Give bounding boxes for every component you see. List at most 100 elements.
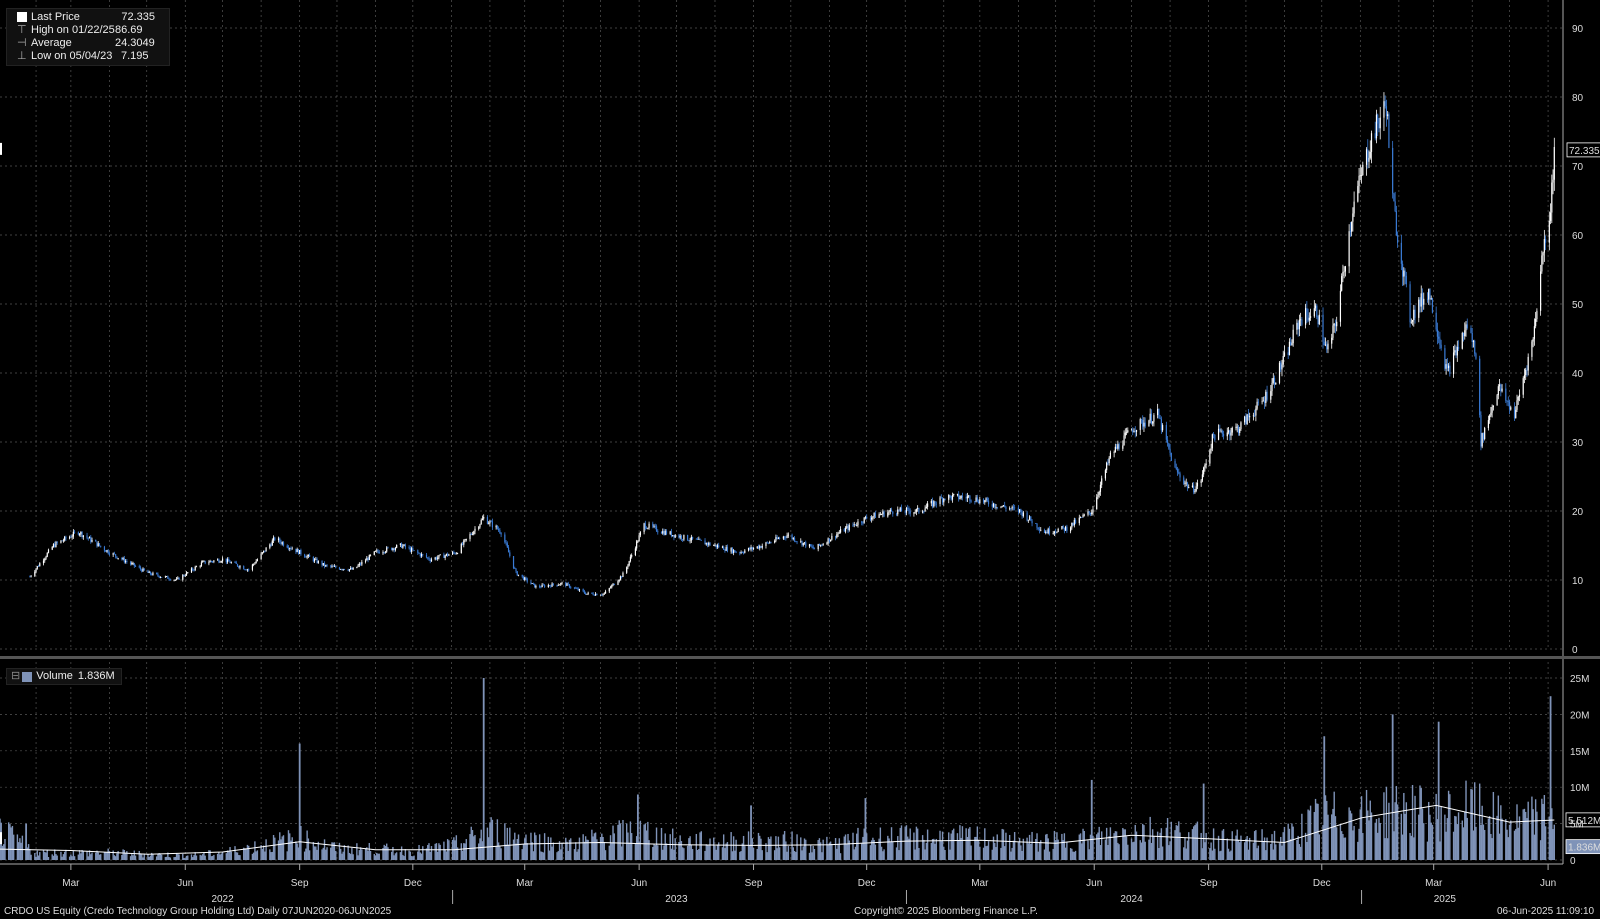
volume-bar bbox=[149, 855, 152, 860]
price-candle bbox=[751, 547, 753, 550]
volume-bar bbox=[1078, 834, 1081, 860]
volume-bar bbox=[522, 844, 525, 860]
price-candle bbox=[361, 561, 363, 565]
price-candle bbox=[1393, 193, 1395, 202]
volume-bar bbox=[907, 836, 909, 860]
price-candle bbox=[721, 546, 724, 548]
price-candle bbox=[723, 546, 725, 550]
volume-bar bbox=[62, 854, 65, 860]
volume-bar bbox=[629, 821, 632, 860]
volume-bar bbox=[1031, 831, 1033, 860]
volume-bar bbox=[630, 833, 633, 860]
volume-bar bbox=[986, 845, 988, 860]
price-candle bbox=[312, 556, 314, 562]
price-candle bbox=[1428, 289, 1430, 300]
legend-last-price[interactable]: Last Price 72.335 bbox=[11, 11, 165, 24]
volume-bar bbox=[1414, 795, 1416, 860]
volume-bar bbox=[9, 824, 11, 860]
legend-high[interactable]: ⊤ High on 01/22/25 86.69 bbox=[11, 24, 165, 37]
x-tick-label: Dec bbox=[404, 878, 422, 889]
price-candle bbox=[392, 548, 394, 551]
volume-bar bbox=[1419, 785, 1421, 860]
price-candle bbox=[1052, 533, 1054, 534]
volume-bar bbox=[1470, 788, 1472, 860]
volume-bar bbox=[73, 856, 76, 860]
price-candle bbox=[78, 534, 81, 535]
legend-average[interactable]: ⊣ Average 24.3049 bbox=[11, 37, 165, 50]
price-candle bbox=[1516, 400, 1518, 410]
price-candle bbox=[470, 534, 472, 535]
price-candle bbox=[629, 556, 632, 562]
volume-bar bbox=[216, 853, 219, 860]
price-candle bbox=[1292, 329, 1294, 344]
volume-bar bbox=[1079, 833, 1082, 860]
price-candle bbox=[1419, 299, 1421, 307]
price-candle bbox=[506, 543, 508, 548]
price-candle bbox=[422, 554, 424, 555]
volume-bar bbox=[759, 835, 761, 860]
volume-bar bbox=[992, 836, 995, 860]
volume-bar bbox=[178, 854, 180, 860]
volume-bar bbox=[880, 846, 883, 860]
price-candle bbox=[1367, 149, 1369, 162]
price-candle bbox=[106, 550, 108, 552]
price-candle bbox=[1275, 382, 1277, 385]
volume-bar bbox=[409, 851, 412, 860]
price-candle bbox=[521, 574, 523, 577]
price-candle bbox=[36, 566, 38, 569]
price-candle bbox=[643, 523, 645, 533]
price-candle bbox=[87, 537, 89, 539]
volume-bar bbox=[776, 848, 778, 860]
price-candle bbox=[695, 538, 697, 540]
price-candle bbox=[378, 551, 380, 554]
volume-bar bbox=[1410, 835, 1413, 860]
volume-bar bbox=[1335, 827, 1338, 860]
price-candle bbox=[1079, 517, 1082, 518]
volume-bar bbox=[613, 833, 615, 860]
volume-bar bbox=[220, 853, 223, 860]
price-candle bbox=[61, 540, 63, 542]
volume-bar bbox=[865, 833, 868, 860]
volume-bar bbox=[1534, 799, 1537, 860]
price-candle bbox=[1352, 213, 1354, 222]
volume-bar bbox=[705, 844, 707, 860]
price-candle bbox=[430, 559, 433, 562]
price-candle bbox=[386, 547, 388, 552]
collapse-icon[interactable]: ⊟ bbox=[11, 670, 21, 682]
price-candle bbox=[296, 549, 298, 553]
volume-bar bbox=[402, 854, 404, 860]
volume-bar bbox=[1333, 791, 1335, 860]
price-candle bbox=[613, 583, 615, 585]
price-candle bbox=[420, 554, 423, 557]
price-candle bbox=[1235, 426, 1237, 428]
price-candle bbox=[1479, 358, 1481, 416]
price-candle bbox=[244, 569, 246, 571]
volume-bar bbox=[358, 850, 361, 860]
legend-low[interactable]: ⊥ Low on 05/04/23 7.195 bbox=[11, 50, 165, 63]
price-candle bbox=[1245, 416, 1247, 425]
left-price-marker bbox=[0, 142, 2, 155]
volume-bar bbox=[1474, 782, 1476, 860]
price-candle bbox=[830, 539, 832, 542]
volume-bar bbox=[802, 846, 804, 860]
price-candle bbox=[1057, 528, 1059, 532]
volume-bar bbox=[541, 851, 543, 860]
price-candle bbox=[356, 566, 358, 569]
price-candle bbox=[1411, 319, 1414, 322]
volume-spike-bar bbox=[298, 743, 301, 860]
volume-bar bbox=[1456, 824, 1459, 860]
price-candle bbox=[664, 530, 666, 535]
price-candle bbox=[1508, 401, 1511, 410]
price-candle bbox=[1053, 531, 1056, 534]
price-candle bbox=[874, 512, 876, 518]
volume-legend[interactable]: ⊟ Volume 1.836M bbox=[6, 668, 122, 685]
volume-spike-bar bbox=[1391, 714, 1394, 860]
price-candle bbox=[1298, 319, 1300, 330]
price-candle bbox=[534, 583, 536, 588]
volume-bar bbox=[578, 837, 581, 860]
volume-bar bbox=[730, 832, 732, 860]
volume-bar bbox=[326, 847, 328, 860]
volume-bar bbox=[909, 828, 911, 860]
y-tick-label: 20 bbox=[1572, 507, 1584, 518]
price-candle bbox=[950, 496, 952, 500]
